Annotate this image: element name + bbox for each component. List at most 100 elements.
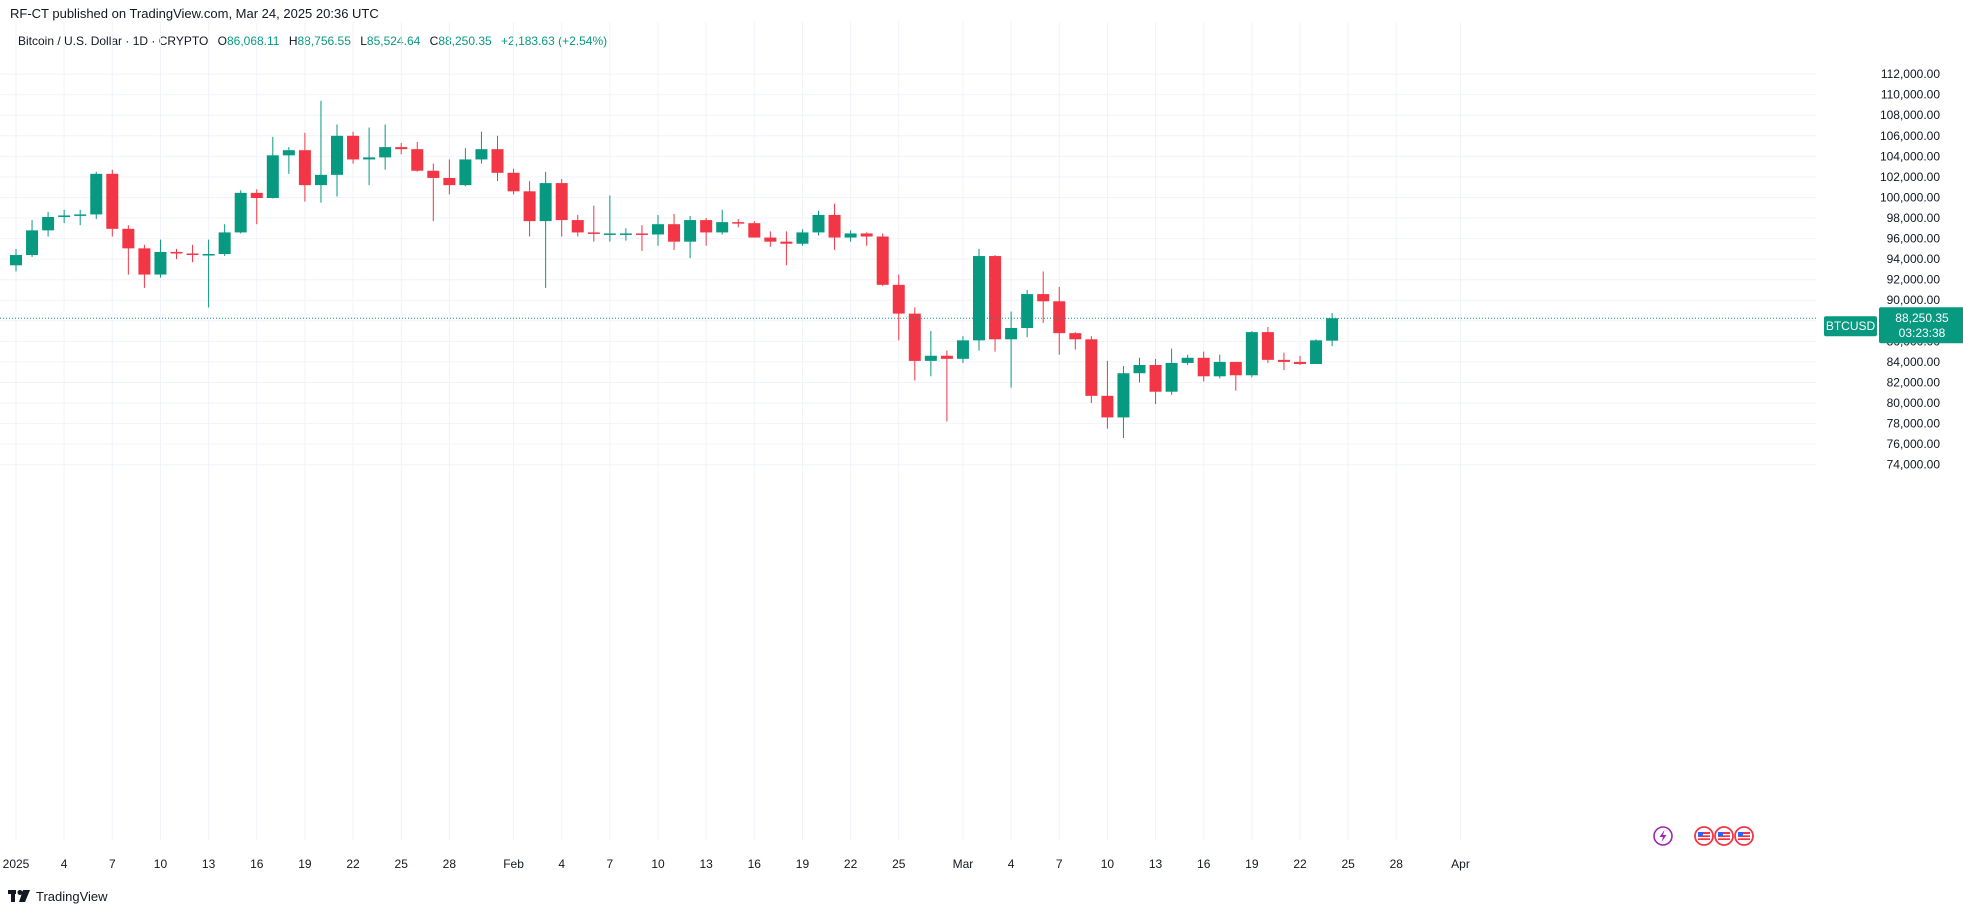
candle (170, 248, 183, 260)
candle-body (218, 232, 231, 254)
candle-body (668, 224, 681, 242)
change-value: +2,183.63 (+2.54%) (501, 34, 608, 48)
date-tick-label: 25 (1341, 857, 1355, 871)
candle (26, 220, 39, 258)
candles-layer (10, 100, 1339, 438)
lightning-event-icon[interactable] (1653, 826, 1673, 846)
candle-body (443, 177, 456, 186)
candle (684, 215, 697, 259)
candle (379, 124, 392, 170)
candle-body (186, 253, 199, 255)
date-tick-label: 13 (202, 857, 216, 871)
open-label: O (217, 34, 227, 48)
time-axis[interactable]: 2025 4 7 10 13 16 19 22 25 28 Feb 4 7 10 13 16 19 22 25 Mar… (3, 857, 1470, 871)
candle (1310, 339, 1323, 364)
candle-body (1101, 395, 1114, 418)
candle-body (411, 149, 424, 171)
candle (1213, 354, 1226, 379)
candle (42, 211, 55, 237)
price-tick-label: 84,000.00 (1887, 355, 1941, 369)
date-tick-label: 7 (607, 857, 614, 871)
candle-body (1117, 373, 1130, 418)
candle (603, 195, 616, 242)
candle (892, 274, 905, 341)
candle (250, 189, 263, 225)
candle (571, 214, 584, 237)
price-tick-label: 100,000.00 (1880, 190, 1940, 204)
candle-body (282, 150, 295, 156)
footer-brand[interactable]: TradingView (8, 886, 108, 906)
us-flag-event-icon[interactable] (1734, 826, 1754, 846)
candle (1294, 355, 1306, 365)
candle (1069, 332, 1082, 350)
date-tick-label: 16 (1197, 857, 1211, 871)
events-layer[interactable] (1653, 826, 1754, 846)
price-chart[interactable]: 74,000.00 76,000.00 78,000.00 80,000.00 82,0… (0, 22, 1963, 882)
candle-body (764, 237, 777, 242)
candle (74, 209, 87, 226)
candle (635, 225, 648, 251)
candle-body (42, 216, 55, 231)
candle (1053, 286, 1066, 355)
published-caption: RF-CT published on TradingView.com, Mar … (10, 6, 379, 21)
candle-body (1229, 361, 1242, 376)
candle (459, 148, 472, 187)
candle-body (876, 236, 889, 285)
candle-body (475, 149, 488, 160)
us-flag-event-icon[interactable] (1714, 826, 1734, 846)
date-tick-label: 4 (61, 857, 68, 871)
candle (940, 350, 953, 422)
price-tick-label: 98,000.00 (1887, 211, 1941, 225)
date-tick-label: 25 (395, 857, 409, 871)
candle (1149, 358, 1162, 405)
price-tick-label: 78,000.00 (1887, 417, 1941, 431)
candle-body (138, 248, 151, 275)
candle-body (973, 256, 985, 341)
candle-body (74, 214, 87, 216)
candle (1229, 361, 1242, 391)
date-tick-label: 22 (1293, 857, 1307, 871)
candle (186, 244, 199, 263)
price-tick-label: 110,000.00 (1881, 88, 1940, 102)
candle-body (1213, 361, 1226, 377)
candle-body (314, 174, 327, 186)
candle (90, 171, 103, 220)
candle-body (700, 220, 713, 233)
price-tick-label: 96,000.00 (1887, 232, 1941, 246)
candle (652, 214, 664, 246)
tradingview-logo-icon (8, 890, 30, 902)
candle (10, 248, 22, 272)
candle-body (844, 233, 857, 238)
us-flag-event-icon[interactable] (1694, 826, 1714, 846)
candle-body (1005, 327, 1018, 340)
date-tick-label: 4 (1008, 857, 1015, 871)
candle-body (170, 251, 183, 254)
candle-body (10, 255, 22, 266)
candle-body (587, 232, 600, 234)
price-tag: BTCUSD 88,250.35 03:23:38 (1824, 307, 1963, 344)
candle (491, 135, 504, 182)
price-tick-label: 106,000.00 (1880, 129, 1940, 143)
price-axis[interactable]: 74,000.00 76,000.00 78,000.00 80,000.00 82,0… (1880, 67, 1940, 472)
candle-body (732, 222, 745, 224)
symbol-tag-text: BTCUSD (1826, 319, 1876, 333)
date-tick-label: 13 (699, 857, 713, 871)
price-tick-label: 82,000.00 (1887, 375, 1941, 389)
candle-body (619, 233, 632, 235)
candle-body (266, 155, 279, 198)
candle (1165, 348, 1178, 395)
candle (908, 307, 921, 381)
candle (138, 244, 151, 288)
candle (58, 209, 71, 224)
candle-body (940, 355, 953, 359)
candle-body (956, 340, 969, 359)
price-tick-label: 92,000.00 (1887, 273, 1941, 287)
close-value: 88,250.35 (438, 34, 492, 48)
candle (668, 213, 681, 250)
date-tick-label: Feb (503, 857, 524, 871)
candle-body (812, 214, 825, 233)
candle-body (892, 284, 905, 314)
candle (989, 255, 1002, 352)
candle-body (1245, 332, 1258, 376)
candle-body (90, 173, 103, 215)
